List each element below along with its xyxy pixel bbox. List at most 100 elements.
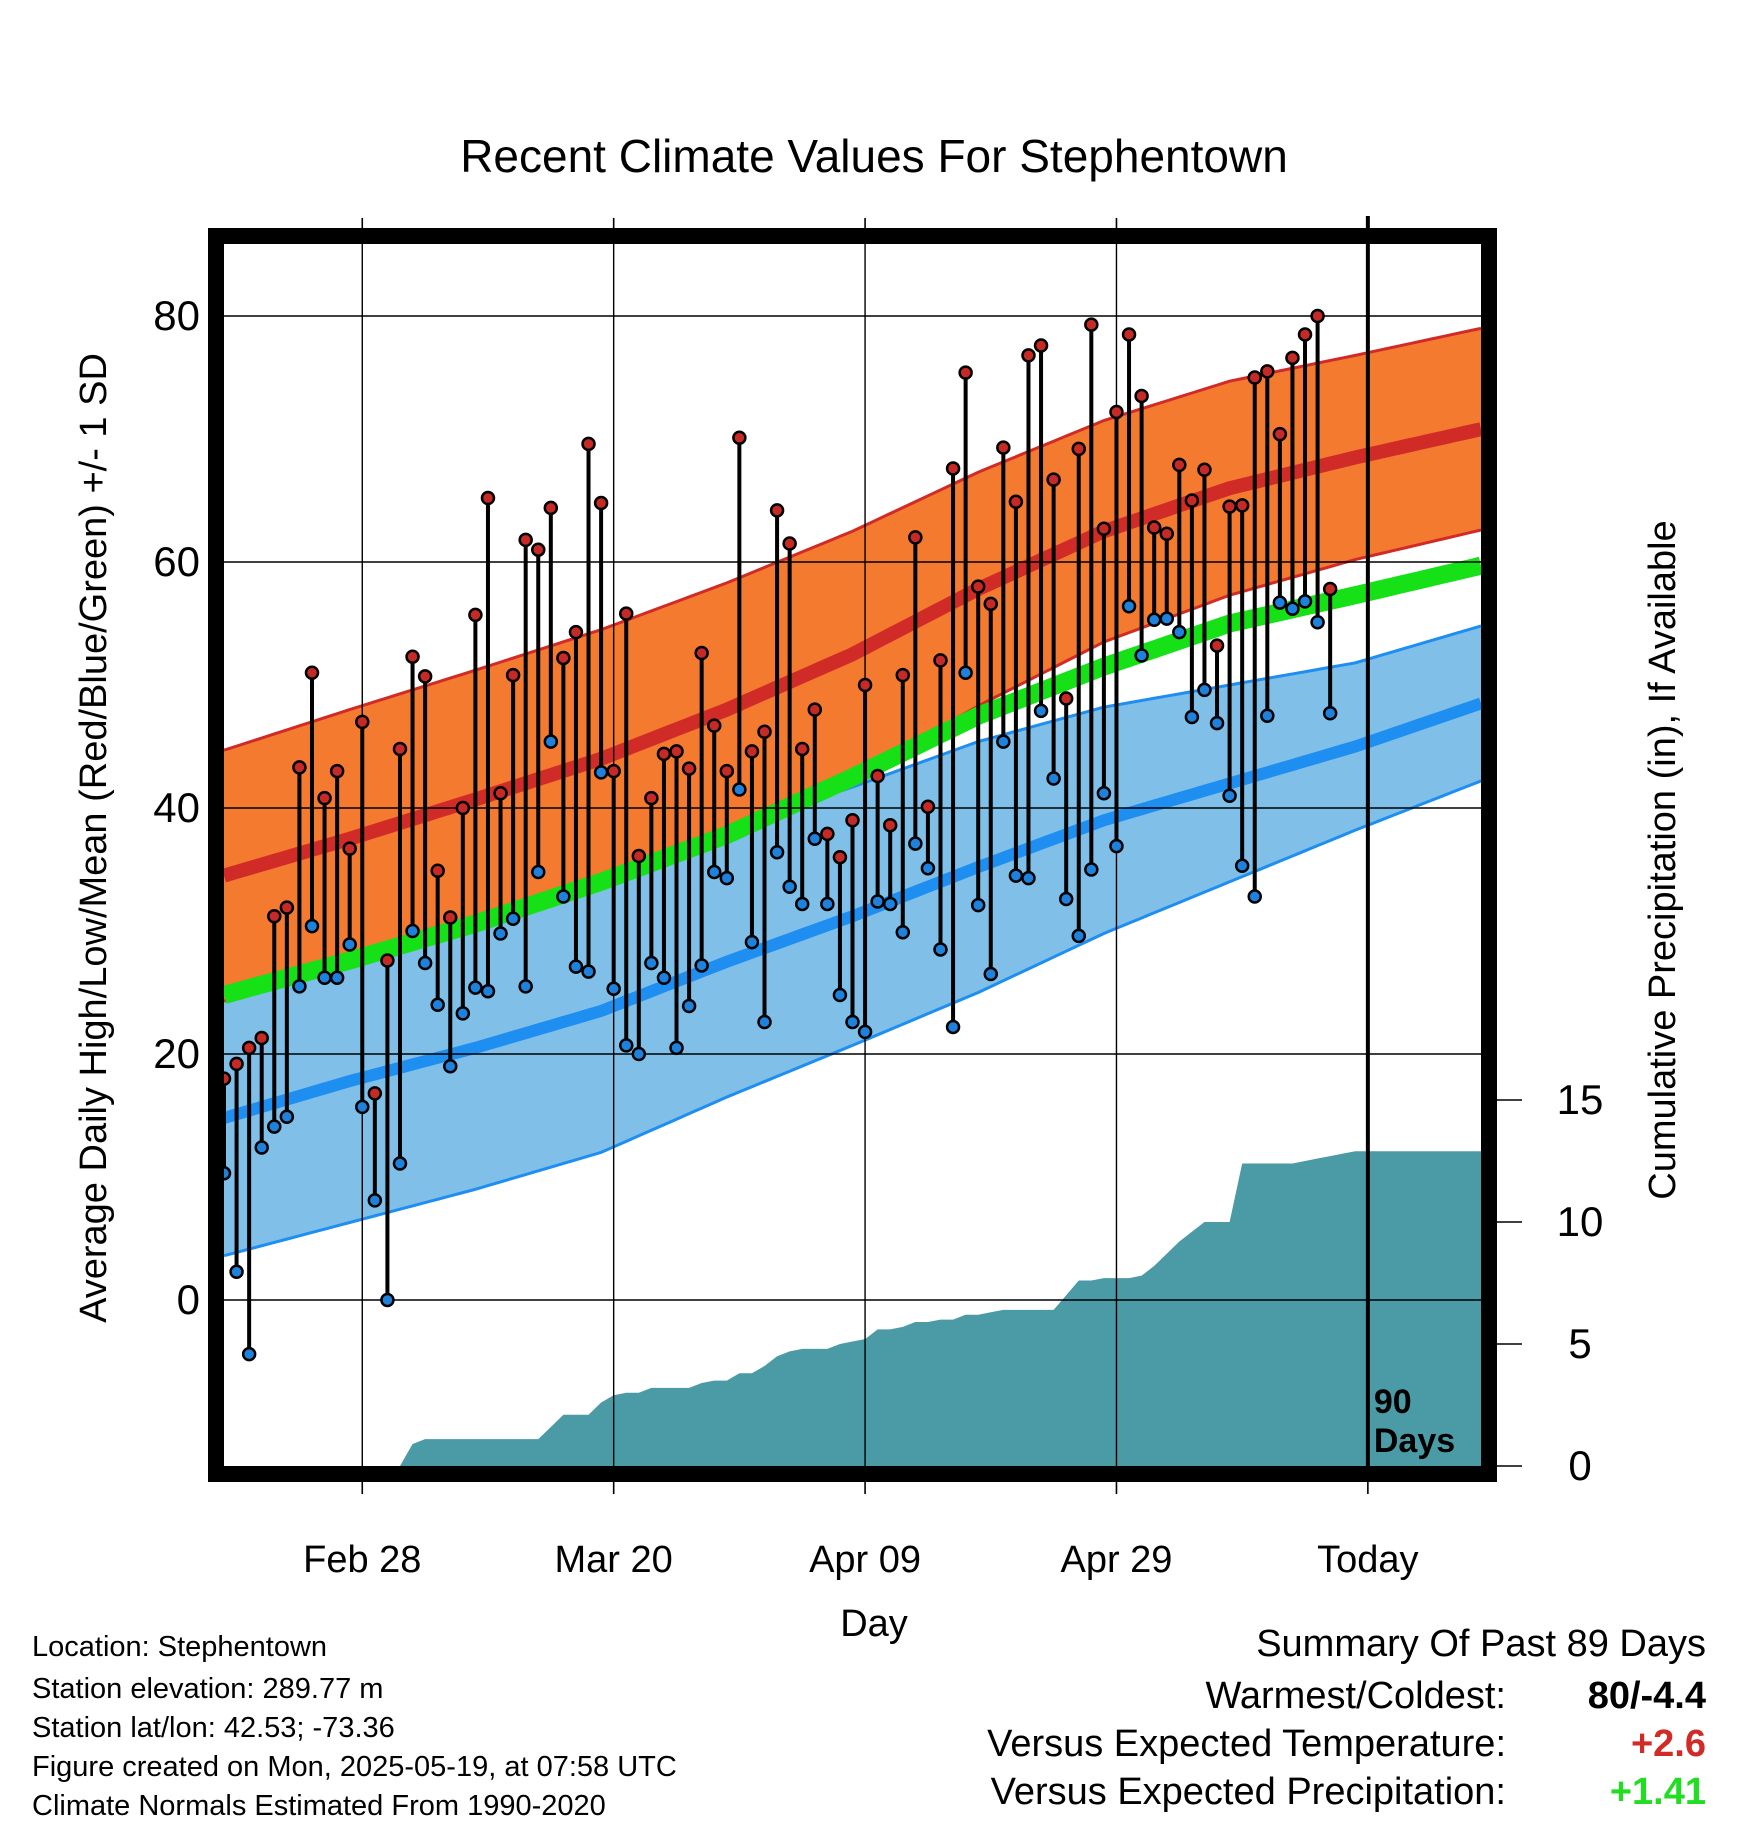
high-point <box>405 649 420 664</box>
high-point <box>1247 370 1262 385</box>
high-point <box>1146 520 1162 535</box>
high-point <box>1234 498 1250 513</box>
low-point <box>618 1038 634 1053</box>
y-tick-label: 40 <box>153 784 200 831</box>
high-point <box>1209 638 1225 653</box>
high-point <box>543 500 559 516</box>
chart-title: Recent Climate Values For Stephentown <box>460 130 1288 182</box>
high-point <box>1322 581 1338 597</box>
high-point <box>468 607 483 623</box>
elevation-text: Station elevation: 289.77 m <box>32 1673 384 1705</box>
mean-normal-line <box>221 556 1484 1004</box>
high-point <box>229 1056 244 1072</box>
x-axis-label: Day <box>840 1603 908 1645</box>
high-point <box>1172 457 1187 473</box>
warmest-value: 80/-4.4 <box>1587 1675 1706 1717</box>
high-point <box>593 495 609 511</box>
low-point <box>895 924 911 940</box>
low-point <box>593 765 609 780</box>
low-point <box>681 998 697 1014</box>
low-point <box>945 1019 961 1035</box>
low-point <box>970 897 986 913</box>
precip-area <box>399 1151 1482 1466</box>
low-point <box>1109 838 1124 854</box>
high-point <box>304 665 320 680</box>
high-point <box>1134 388 1149 404</box>
high-point <box>644 790 659 806</box>
high-point <box>618 606 634 621</box>
temp-value: +2.6 <box>1630 1723 1706 1765</box>
high-point <box>908 530 923 545</box>
high-point <box>329 763 345 779</box>
low-point <box>355 1099 370 1115</box>
low-point <box>329 970 345 985</box>
high-point <box>681 761 697 776</box>
high-point <box>845 813 860 828</box>
low-point <box>744 934 760 950</box>
precip-value: +1.41 <box>1609 1771 1706 1813</box>
high-point <box>719 763 735 779</box>
low-point <box>845 1014 860 1030</box>
high-point <box>895 667 911 683</box>
summary-panel: Summary Of Past 89 Days Warmest/Coldest:… <box>987 1622 1706 1814</box>
low-point <box>342 937 357 952</box>
high-point <box>480 490 496 506</box>
high-point <box>882 817 898 833</box>
high-point <box>568 624 584 640</box>
low-sd-band-lower-edge <box>223 779 1482 1258</box>
high-point <box>392 741 408 757</box>
low-point <box>241 1346 257 1362</box>
high-point <box>820 826 835 842</box>
low-point <box>694 958 709 973</box>
low-point <box>292 979 307 994</box>
low-point <box>757 1014 772 1030</box>
low-point <box>1146 612 1162 628</box>
y-tick-label: 60 <box>153 538 200 585</box>
low-point <box>669 1040 684 1056</box>
low-point <box>1272 595 1288 610</box>
high-point <box>254 1030 269 1046</box>
low-point <box>568 959 584 974</box>
summary-precip-row: Versus Expected Precipitation: +1.41 <box>987 1770 1706 1814</box>
high-point <box>1310 308 1325 324</box>
low-point <box>1084 862 1099 877</box>
plot-frame <box>208 228 1497 1482</box>
location-text: Location: Stephentown <box>32 1631 328 1663</box>
low-point <box>870 894 885 909</box>
high-point <box>292 760 307 775</box>
low-point <box>832 987 848 1003</box>
high-point <box>1222 499 1237 514</box>
low-point <box>606 981 621 997</box>
warmest-label: Warmest/Coldest: <box>1205 1675 1506 1717</box>
high-point <box>1071 441 1087 457</box>
high-point <box>706 718 722 733</box>
low-point <box>1159 611 1174 626</box>
summary-warmest-row: Warmest/Coldest: 80/-4.4 <box>987 1674 1706 1718</box>
high-point <box>417 669 433 684</box>
low-point <box>769 845 785 860</box>
low-point <box>1172 624 1187 640</box>
low-point <box>1310 615 1325 630</box>
low-point <box>392 1156 408 1171</box>
low-point <box>1222 788 1237 803</box>
low-point <box>531 864 546 880</box>
y-axis-label: Average Daily High/Low/Mean (Red/Blue/Gr… <box>73 353 115 1323</box>
x-tick-label: Apr 09 <box>809 1539 921 1581</box>
low-point <box>556 889 571 904</box>
low-point <box>908 836 923 851</box>
high-point <box>505 667 521 683</box>
high-point <box>669 744 684 759</box>
low-point <box>1008 868 1024 883</box>
high-point <box>832 849 848 865</box>
low-point <box>1285 601 1300 616</box>
high-point <box>1096 521 1112 537</box>
high-point <box>267 908 282 924</box>
y2-tick-label: 15 <box>1557 1076 1604 1123</box>
low-point <box>380 1292 395 1308</box>
low-point <box>933 942 948 957</box>
low-point <box>468 980 483 995</box>
high-point <box>581 436 596 452</box>
y2-tick-label: 0 <box>1568 1442 1591 1489</box>
